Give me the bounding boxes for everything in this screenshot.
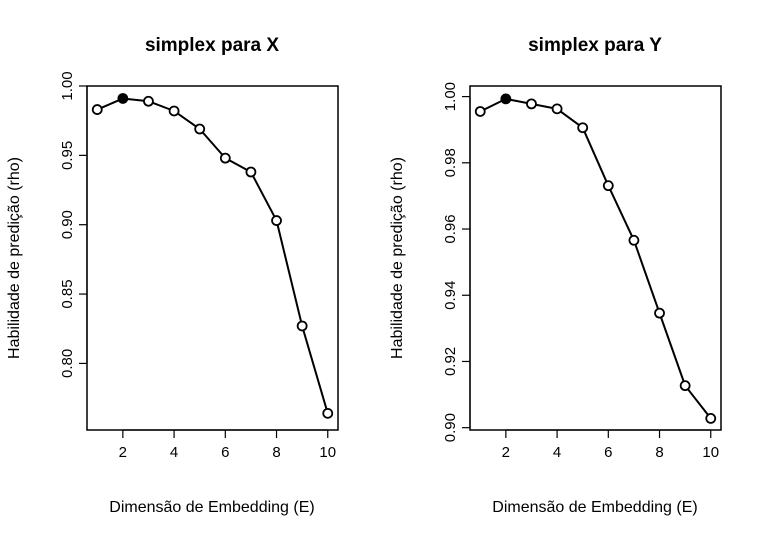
x-tick-label: 8	[272, 444, 280, 461]
series-segment	[177, 112, 197, 128]
y-tick-label: 0.98	[442, 148, 459, 177]
y-tick-label: 0.96	[442, 214, 459, 243]
x-tick-label: 8	[655, 444, 663, 461]
plot-frame	[86, 85, 339, 431]
series-segment	[302, 330, 328, 410]
series-segment	[535, 103, 553, 109]
series-segment	[127, 97, 145, 102]
data-point	[194, 123, 206, 135]
data-point	[322, 407, 334, 419]
x-axis-label: Dimensão de Embedding (E)	[492, 499, 697, 516]
data-point-highlight	[117, 93, 129, 104]
chart-title: simplex para X	[145, 35, 279, 56]
x-tick-label: 2	[502, 444, 510, 461]
series-segment	[660, 317, 685, 382]
x-tick-label: 10	[319, 444, 336, 461]
series-segment	[252, 175, 276, 218]
series-segment	[510, 98, 528, 105]
data-point	[474, 106, 486, 117]
data-point	[679, 380, 691, 392]
y-axis-label: Habilidade de predição (rho)	[6, 157, 23, 359]
data-point	[219, 152, 231, 164]
panel-simplex-x: simplex para X Dimensão de Embedding (E)…	[6, 35, 339, 516]
data-point	[602, 180, 614, 192]
series-segment	[201, 131, 224, 156]
series-segment	[100, 99, 120, 109]
y-axis-label: Habilidade de predição (rho)	[389, 157, 406, 359]
data-point	[168, 105, 180, 117]
y-tick-label: 0.90	[59, 210, 76, 239]
data-point	[654, 307, 665, 319]
data-point	[91, 104, 103, 115]
x-tick-label: 6	[221, 444, 229, 461]
y-tick-label: 0.94	[442, 281, 459, 310]
y-ticks: 0.90 0.92 0.94 0.96 0.98 1.00	[442, 82, 471, 442]
data-point	[245, 166, 257, 178]
series-segment	[634, 244, 659, 310]
data-point	[628, 234, 640, 246]
data-point	[143, 95, 154, 107]
y-tick-label: 0.92	[442, 347, 459, 376]
series-segment	[152, 101, 171, 111]
series-segment	[560, 110, 580, 126]
y-tick-label: 0.85	[59, 279, 76, 308]
y-tick-label: 1.00	[59, 71, 76, 100]
x-tick-label: 4	[170, 444, 178, 461]
data-point	[526, 98, 537, 110]
x-ticks: 2 4 6 8 10	[502, 429, 719, 461]
y-tick-label: 0.90	[442, 413, 459, 442]
y-tick-label: 0.80	[59, 349, 76, 378]
x-ticks: 2 4 6 8 10	[119, 429, 336, 461]
data-point	[551, 103, 563, 115]
panel-simplex-y: simplex para Y Dimensão de Embedding (E)…	[389, 35, 722, 516]
x-tick-label: 10	[702, 444, 719, 461]
x-axis-label: Dimensão de Embedding (E)	[109, 499, 314, 516]
series-segment	[687, 388, 709, 416]
y-ticks: 0.80 0.85 0.90 0.95 1.00	[59, 71, 88, 378]
series	[91, 93, 334, 419]
chart-title: simplex para Y	[528, 35, 662, 56]
data-point	[705, 413, 717, 424]
series-segment	[583, 131, 608, 182]
series-segment	[228, 159, 248, 171]
x-tick-label: 6	[604, 444, 612, 461]
series-segment	[276, 224, 303, 322]
x-tick-label: 4	[553, 444, 561, 461]
data-point	[271, 215, 282, 226]
y-tick-label: 0.95	[59, 141, 76, 170]
data-point	[577, 122, 589, 134]
data-point-highlight	[500, 93, 512, 105]
x-tick-label: 2	[119, 444, 127, 461]
series-segment	[483, 99, 503, 111]
y-tick-label: 1.00	[442, 82, 459, 111]
data-point	[296, 320, 308, 332]
series	[474, 93, 717, 424]
series-segment	[609, 189, 633, 237]
